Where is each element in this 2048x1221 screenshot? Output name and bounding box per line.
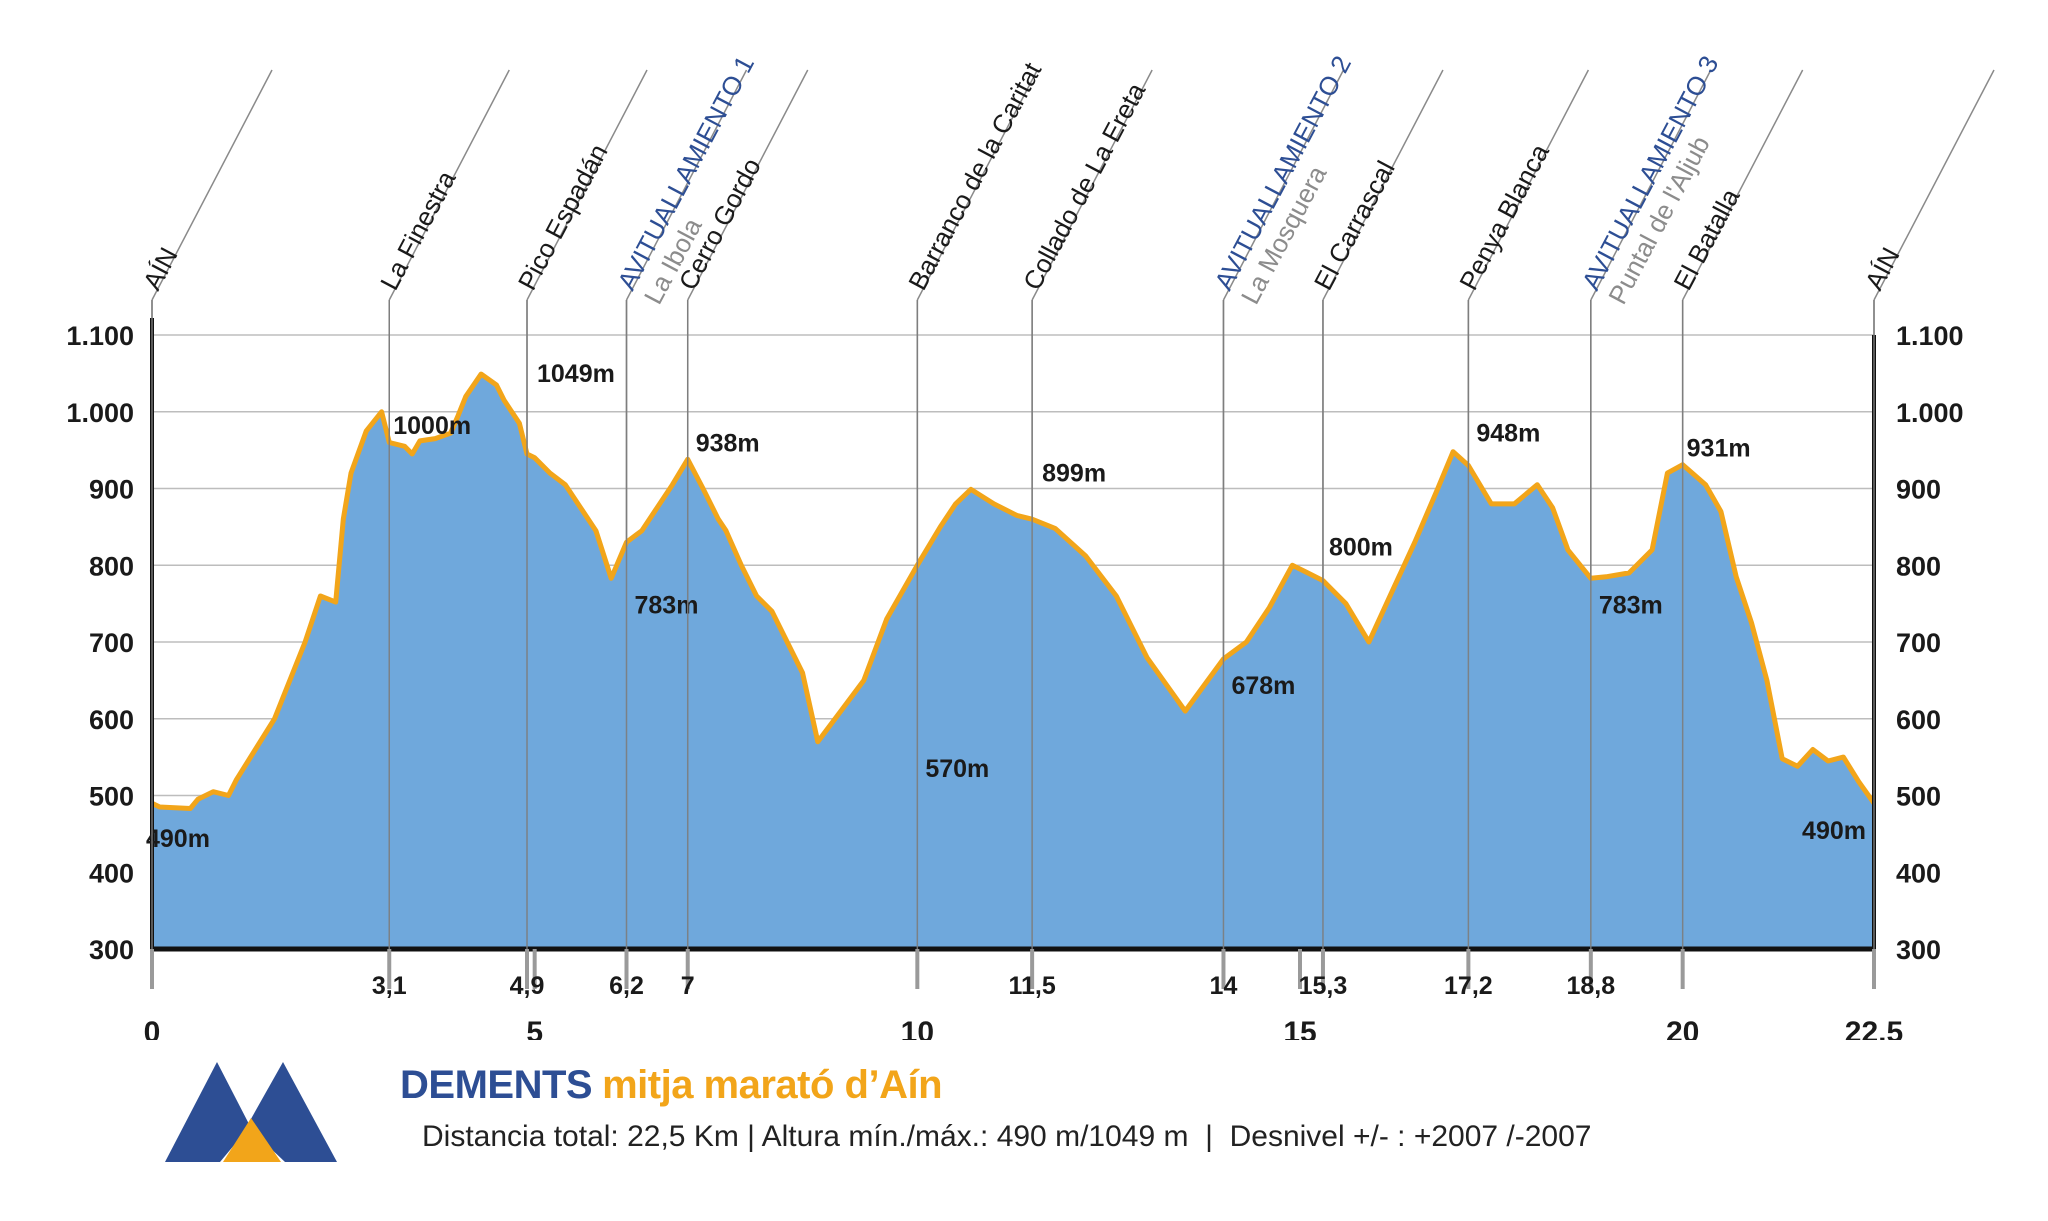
y-tick-label-left: 400	[89, 858, 134, 888]
x-axis-tick-labels: 0 5 10 15 20 22,5 3,1 4,9 6,2 7 11,5 14 15,3 17,2 18,8	[144, 972, 1904, 1040]
waypoint-diagonal	[1322, 69, 1444, 301]
logo-mountain-right	[247, 1062, 337, 1162]
waypoint-diagonal	[1031, 69, 1153, 301]
waypoint-label-group: Barranco de la Caritat	[902, 57, 1048, 295]
waypoint-diagonal	[1682, 69, 1804, 301]
x-tick-label-minor: 11,5	[1008, 972, 1055, 1000]
x-tick-label-major: 0	[144, 1016, 161, 1040]
waypoint-name: Barranco de la Caritat	[902, 57, 1048, 295]
y-tick-label-right: 600	[1896, 705, 1941, 735]
elevation-label: 783m	[1599, 591, 1663, 619]
x-tick-label-minor: 18,8	[1566, 972, 1615, 1000]
brand-subtitle: mitja marató d’Aín	[602, 1063, 943, 1107]
waypoint-diagonal	[687, 69, 809, 301]
brand-title: DEMENTS mitja marató d’Aín	[400, 1063, 943, 1108]
y-tick-label-left: 1.000	[66, 398, 134, 428]
y-tick-label-left: 1.100	[66, 321, 134, 351]
waypoint-diagonal	[1222, 69, 1345, 301]
x-tick-label-major: 10	[901, 1016, 934, 1040]
waypoint-label-group: AÍN	[137, 242, 184, 294]
waypoint-name: Penya Blanca	[1453, 139, 1555, 295]
elevation-label: 1000m	[393, 412, 471, 440]
y-tick-label-left: 600	[89, 705, 134, 735]
x-tick-label-major: 22,5	[1845, 1016, 1903, 1040]
waypoint-name: AÍN	[1859, 242, 1906, 294]
waypoint-name: La Finestra	[374, 165, 462, 294]
elevation-label: 948m	[1476, 420, 1540, 448]
y-tick-label-left: 700	[89, 628, 134, 658]
y-tick-label-left: 800	[89, 551, 134, 581]
x-tick-label-minor: 7	[681, 972, 695, 1000]
x-tick-label-minor: 17,2	[1444, 972, 1493, 1000]
waypoint-label-group: Collado de La Ereta	[1017, 77, 1152, 294]
waypoint-diagonal	[1467, 69, 1590, 301]
waypoint-diagonal	[1873, 69, 1995, 301]
x-tick-label-minor: 14	[1210, 972, 1238, 1000]
waypoint-name: Pico Espadán	[512, 139, 614, 295]
waypoint-diagonal	[151, 69, 273, 301]
waypoint-label-group: Pico Espadán	[512, 139, 614, 295]
elevation-label: 800m	[1329, 533, 1393, 561]
elevation-line	[150, 371, 1877, 811]
waypoint-label-group: Penya Blanca	[1453, 139, 1555, 295]
waypoint-name: AÍN	[137, 242, 184, 294]
waypoint-diagonal	[388, 69, 510, 301]
elevation-area	[152, 374, 1874, 950]
waypoint-diagonal	[526, 69, 648, 301]
logo-mountain-left	[165, 1062, 250, 1162]
elevation-label: 783m	[635, 591, 699, 619]
y-tick-label-right: 1.000	[1896, 398, 1964, 428]
y-axis-tick-labels: 300 300 400 400 500 500 600 600 700 700 800 800 900 9…	[66, 321, 1963, 965]
y-tick-label-left: 900	[89, 475, 134, 505]
dements-logo	[165, 1062, 337, 1162]
y-tick-label-right: 300	[1896, 935, 1941, 965]
y-tick-label-right: 700	[1896, 628, 1941, 658]
x-tick-label-major: 20	[1666, 1016, 1699, 1040]
x-tick-label-major: 15	[1283, 1016, 1316, 1040]
waypoint-name: Collado de La Ereta	[1017, 77, 1152, 294]
elevation-label: 678m	[1231, 672, 1295, 700]
y-tick-label-right: 900	[1896, 475, 1941, 505]
logo-mountain-center	[223, 1118, 281, 1162]
elevation-profile-chart: 300 300 400 400 500 500 600 600 700 700 800 800 900 9…	[66, 51, 1995, 1040]
x-tick-label-minor: 15,3	[1299, 972, 1348, 1000]
y-tick-label-left: 300	[89, 935, 134, 965]
x-tick-label-minor: 4,9	[510, 972, 545, 1000]
waypoint-label-group: AVITUALLAMIENTO 2La Mosquera	[1208, 51, 1357, 309]
elevation-label: 490m	[146, 825, 210, 853]
waypoint-diagonal	[916, 69, 1038, 301]
waypoint-label-group: La Finestra	[374, 165, 462, 294]
elevation-label: 490m	[1802, 817, 1866, 845]
y-tick-label-left: 500	[89, 782, 134, 812]
waypoint-label-group: AÍN	[1859, 242, 1906, 294]
elevation-label: 570m	[925, 755, 989, 783]
elevation-label: 931m	[1687, 435, 1751, 463]
waypoint-diagonal	[625, 69, 748, 301]
race-summary: Distancia total: 22,5 Km | Altura mín./m…	[422, 1120, 1592, 1153]
y-tick-label-right: 1.100	[1896, 321, 1964, 351]
brand-name: DEMENTS	[400, 1063, 593, 1107]
waypoint-overlay-lines	[151, 300, 1875, 949]
y-tick-label-right: 400	[1896, 858, 1941, 888]
elevation-label: 938m	[696, 429, 760, 457]
elevation-label: 1049m	[537, 360, 615, 388]
y-tick-label-right: 500	[1896, 782, 1941, 812]
waypoint-diagonal	[1590, 69, 1712, 301]
x-tick-label-major: 5	[526, 1016, 543, 1040]
x-tick-label-minor: 6,2	[609, 972, 644, 1000]
x-tick-label-minor: 3,1	[372, 972, 407, 1000]
waypoint-labels: AÍN La Finestra Pico Espadán AVITUALLAMIENT…	[137, 51, 1906, 309]
y-tick-label-right: 800	[1896, 551, 1941, 581]
elevation-label: 899m	[1042, 459, 1106, 487]
